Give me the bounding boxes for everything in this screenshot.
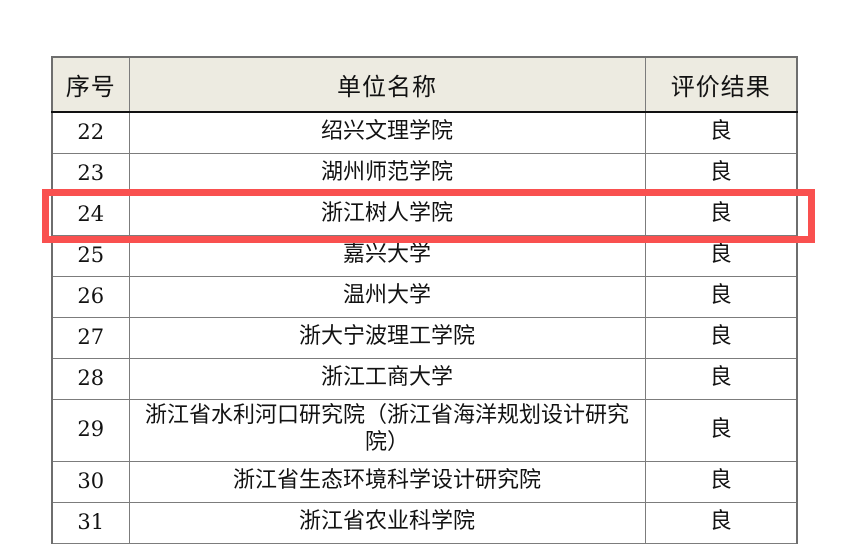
- table-header-row: 序号 单位名称 评价结果: [51, 56, 798, 113]
- table-row-highlighted: 24 浙江树人学院 良: [51, 193, 798, 236]
- cell-result: 良: [644, 501, 798, 544]
- cell-result: 良: [644, 275, 798, 318]
- cell-name: 浙江省水利河口研究院（浙江省海洋规划设计研究院）: [128, 398, 646, 462]
- cell-index: 25: [51, 234, 130, 277]
- cell-result: 良: [644, 152, 798, 195]
- table-row: 23 湖州师范学院 良: [51, 152, 798, 195]
- table-row: 30 浙江省生态环境科学设计研究院 良: [51, 460, 798, 503]
- column-header-index: 序号: [51, 56, 130, 113]
- cell-result: 良: [644, 398, 798, 462]
- table-row: 25 嘉兴大学 良: [51, 234, 798, 277]
- cell-index: 27: [51, 316, 130, 359]
- cell-index: 28: [51, 357, 130, 400]
- cell-name: 浙江工商大学: [128, 357, 646, 400]
- cell-name: 浙江省生态环境科学设计研究院: [128, 460, 646, 503]
- table-body: 22 绍兴文理学院 良 23 湖州师范学院 良 24 浙江树人学院 良 25 嘉…: [51, 111, 798, 544]
- cell-result: 良: [644, 316, 798, 359]
- table-row: 28 浙江工商大学 良: [51, 357, 798, 400]
- cell-index: 23: [51, 152, 130, 195]
- evaluation-results-table: 序号 单位名称 评价结果 22 绍兴文理学院 良 23 湖州师范学院 良 24 …: [51, 56, 798, 544]
- cell-name: 嘉兴大学: [128, 234, 646, 277]
- table-row: 26 温州大学 良: [51, 275, 798, 318]
- cell-index: 29: [51, 398, 130, 462]
- cell-name: 温州大学: [128, 275, 646, 318]
- cell-result: 良: [644, 234, 798, 277]
- cell-index: 24: [51, 193, 130, 236]
- cell-result: 良: [644, 193, 798, 236]
- table-row: 31 浙江省农业科学院 良: [51, 501, 798, 544]
- cell-index: 31: [51, 501, 130, 544]
- cell-index: 26: [51, 275, 130, 318]
- cell-name: 湖州师范学院: [128, 152, 646, 195]
- cell-name: 浙江省农业科学院: [128, 501, 646, 544]
- cell-result: 良: [644, 460, 798, 503]
- cell-index: 30: [51, 460, 130, 503]
- cell-name: 绍兴文理学院: [128, 111, 646, 154]
- cell-index: 22: [51, 111, 130, 154]
- table-header: 序号 单位名称 评价结果: [51, 56, 798, 113]
- column-header-result: 评价结果: [644, 56, 798, 113]
- table-row: 29 浙江省水利河口研究院（浙江省海洋规划设计研究院） 良: [51, 398, 798, 462]
- cell-result: 良: [644, 111, 798, 154]
- cell-result: 良: [644, 357, 798, 400]
- table-row: 27 浙大宁波理工学院 良: [51, 316, 798, 359]
- cell-name: 浙江树人学院: [128, 193, 646, 236]
- cell-name: 浙大宁波理工学院: [128, 316, 646, 359]
- column-header-name: 单位名称: [128, 56, 646, 113]
- table-row: 22 绍兴文理学院 良: [51, 111, 798, 154]
